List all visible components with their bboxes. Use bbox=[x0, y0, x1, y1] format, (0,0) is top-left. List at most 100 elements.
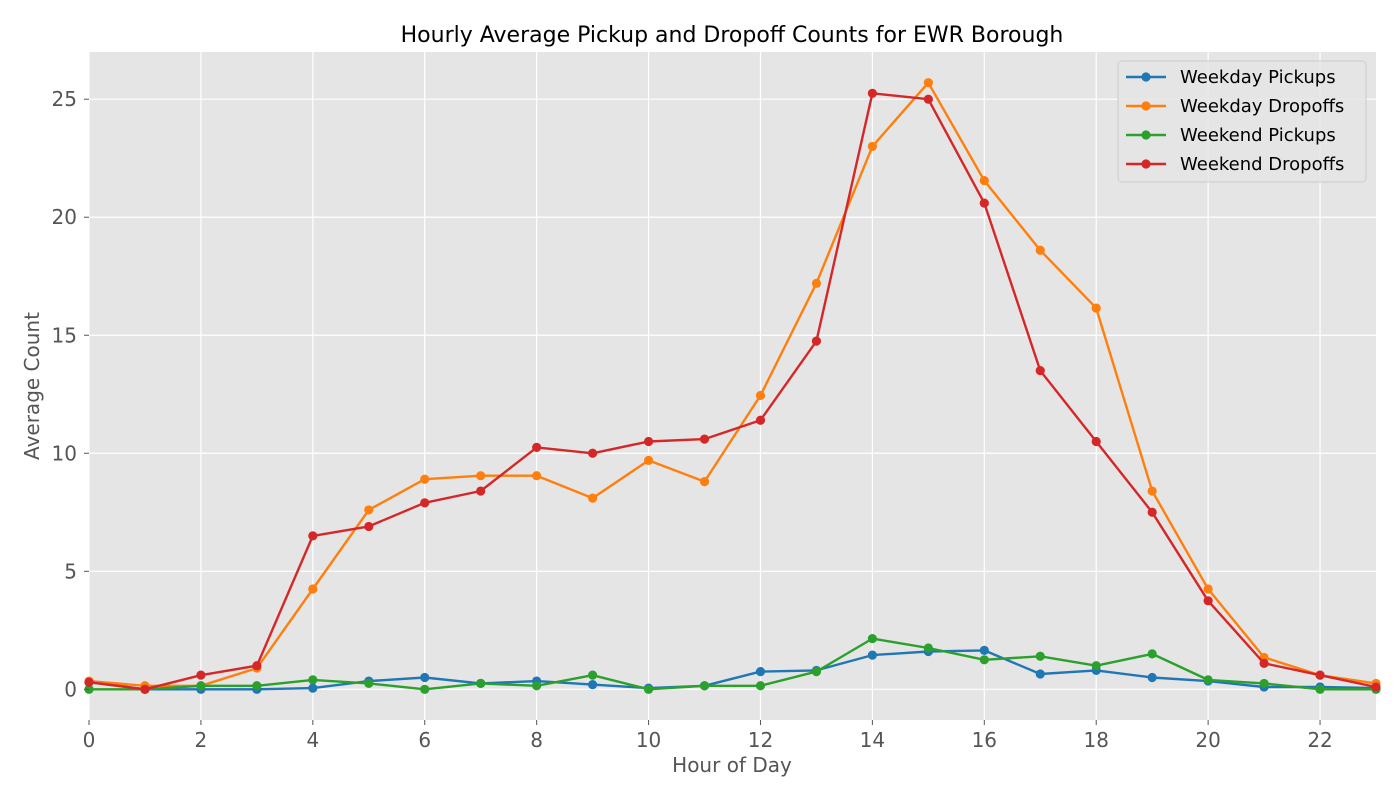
x-tick-label: 22 bbox=[1307, 728, 1332, 752]
legend-marker bbox=[1141, 101, 1151, 111]
data-point bbox=[532, 442, 542, 452]
legend-item: Weekday Pickups bbox=[1126, 67, 1336, 88]
data-point bbox=[1203, 675, 1213, 685]
data-point bbox=[476, 486, 486, 496]
data-point bbox=[196, 681, 206, 691]
legend-label: Weekday Dropoffs bbox=[1180, 96, 1344, 117]
y-tick-label: 10 bbox=[52, 441, 77, 465]
y-tick-label: 0 bbox=[64, 677, 77, 701]
data-point bbox=[1035, 669, 1045, 679]
data-point bbox=[1091, 661, 1101, 671]
y-tick-label: 5 bbox=[64, 559, 77, 583]
data-point bbox=[1147, 672, 1157, 683]
data-point bbox=[1315, 684, 1325, 694]
legend: Weekday Pickups Weekday Dropoffs Weekend P… bbox=[1117, 60, 1367, 183]
series-lines bbox=[84, 78, 1381, 694]
y-tick-label: 20 bbox=[52, 205, 77, 229]
legend-label: Weekday Pickups bbox=[1180, 67, 1336, 88]
legend-marker bbox=[1141, 72, 1151, 82]
y-tick-label: 15 bbox=[52, 323, 77, 347]
data-point bbox=[979, 645, 989, 655]
data-point bbox=[1203, 584, 1213, 594]
data-point bbox=[476, 471, 486, 481]
legend-item: Weekend Pickups bbox=[1126, 125, 1336, 146]
data-point bbox=[923, 643, 933, 653]
y-axis-ticks: 0 5 10 15 20 25 bbox=[52, 87, 89, 701]
data-point bbox=[755, 681, 766, 691]
data-point bbox=[979, 198, 989, 208]
data-point bbox=[699, 434, 710, 444]
data-point bbox=[643, 684, 654, 694]
data-point bbox=[588, 448, 598, 458]
x-tick-label: 20 bbox=[1195, 728, 1220, 752]
data-point bbox=[811, 336, 822, 346]
data-point bbox=[1315, 670, 1325, 680]
series-line-weekend-dropoffs bbox=[88, 92, 1377, 691]
data-point bbox=[588, 670, 598, 680]
x-axis-label: Hour of Day bbox=[672, 753, 792, 777]
x-axis-ticks: 0 2 4 6 8 10 12 14 16 18 20 22 bbox=[83, 720, 1333, 752]
data-point bbox=[1091, 303, 1101, 313]
y-tick-label: 25 bbox=[52, 87, 77, 111]
data-point bbox=[867, 650, 877, 660]
data-point bbox=[308, 675, 318, 685]
data-point bbox=[643, 436, 654, 447]
data-point bbox=[1091, 436, 1101, 447]
x-tick-label: 12 bbox=[748, 728, 773, 752]
series-weekend-dropoffs bbox=[84, 88, 1381, 694]
data-point bbox=[420, 498, 430, 508]
legend-box bbox=[1117, 60, 1367, 183]
data-point bbox=[1147, 649, 1157, 659]
data-point bbox=[755, 390, 766, 401]
data-point bbox=[1203, 596, 1213, 606]
x-tick-label: 18 bbox=[1083, 728, 1108, 752]
data-point bbox=[84, 677, 94, 687]
chart-title: Hourly Average Pickup and Dropoff Counts… bbox=[401, 23, 1064, 48]
legend-label: Weekend Pickups bbox=[1180, 125, 1336, 146]
data-point bbox=[308, 683, 318, 693]
series-weekday-dropoffs bbox=[84, 78, 1381, 691]
data-point bbox=[420, 684, 430, 694]
y-axis-label: Average Count bbox=[20, 312, 44, 460]
data-point bbox=[308, 584, 318, 594]
data-point bbox=[420, 474, 430, 484]
series-weekend-pickups bbox=[84, 633, 1381, 694]
data-point bbox=[979, 176, 989, 186]
x-tick-label: 0 bbox=[83, 728, 96, 752]
legend-marker bbox=[1141, 159, 1151, 169]
series-line-weekday-pickups bbox=[88, 649, 1377, 691]
series-line-weekday-dropoffs bbox=[88, 81, 1377, 687]
data-point bbox=[867, 88, 877, 98]
data-point bbox=[923, 78, 933, 88]
x-tick-label: 6 bbox=[418, 728, 431, 752]
data-point bbox=[1371, 682, 1381, 692]
x-tick-label: 8 bbox=[530, 728, 543, 752]
data-point bbox=[588, 679, 598, 690]
data-point bbox=[252, 681, 262, 691]
data-point bbox=[1035, 366, 1045, 376]
data-point bbox=[532, 471, 542, 481]
data-point bbox=[1035, 245, 1045, 255]
data-point bbox=[364, 521, 374, 532]
data-point bbox=[140, 684, 150, 694]
series-line-weekend-pickups bbox=[89, 637, 1376, 691]
data-point bbox=[588, 493, 598, 503]
data-point bbox=[196, 670, 206, 680]
data-point bbox=[476, 678, 486, 689]
x-tick-label: 16 bbox=[972, 728, 997, 752]
data-point bbox=[364, 505, 374, 515]
data-point bbox=[1147, 507, 1157, 517]
x-tick-label: 2 bbox=[195, 728, 208, 752]
data-point bbox=[755, 415, 766, 425]
data-point bbox=[364, 678, 374, 689]
data-point bbox=[923, 94, 933, 104]
data-point bbox=[699, 681, 710, 691]
data-point bbox=[979, 655, 989, 665]
data-point bbox=[811, 278, 822, 288]
x-tick-label: 14 bbox=[860, 728, 885, 752]
data-point bbox=[699, 476, 710, 487]
data-point bbox=[811, 667, 822, 677]
legend-label: Weekend Dropoffs bbox=[1180, 154, 1344, 175]
legend-marker bbox=[1141, 130, 1151, 140]
data-point bbox=[867, 633, 877, 644]
